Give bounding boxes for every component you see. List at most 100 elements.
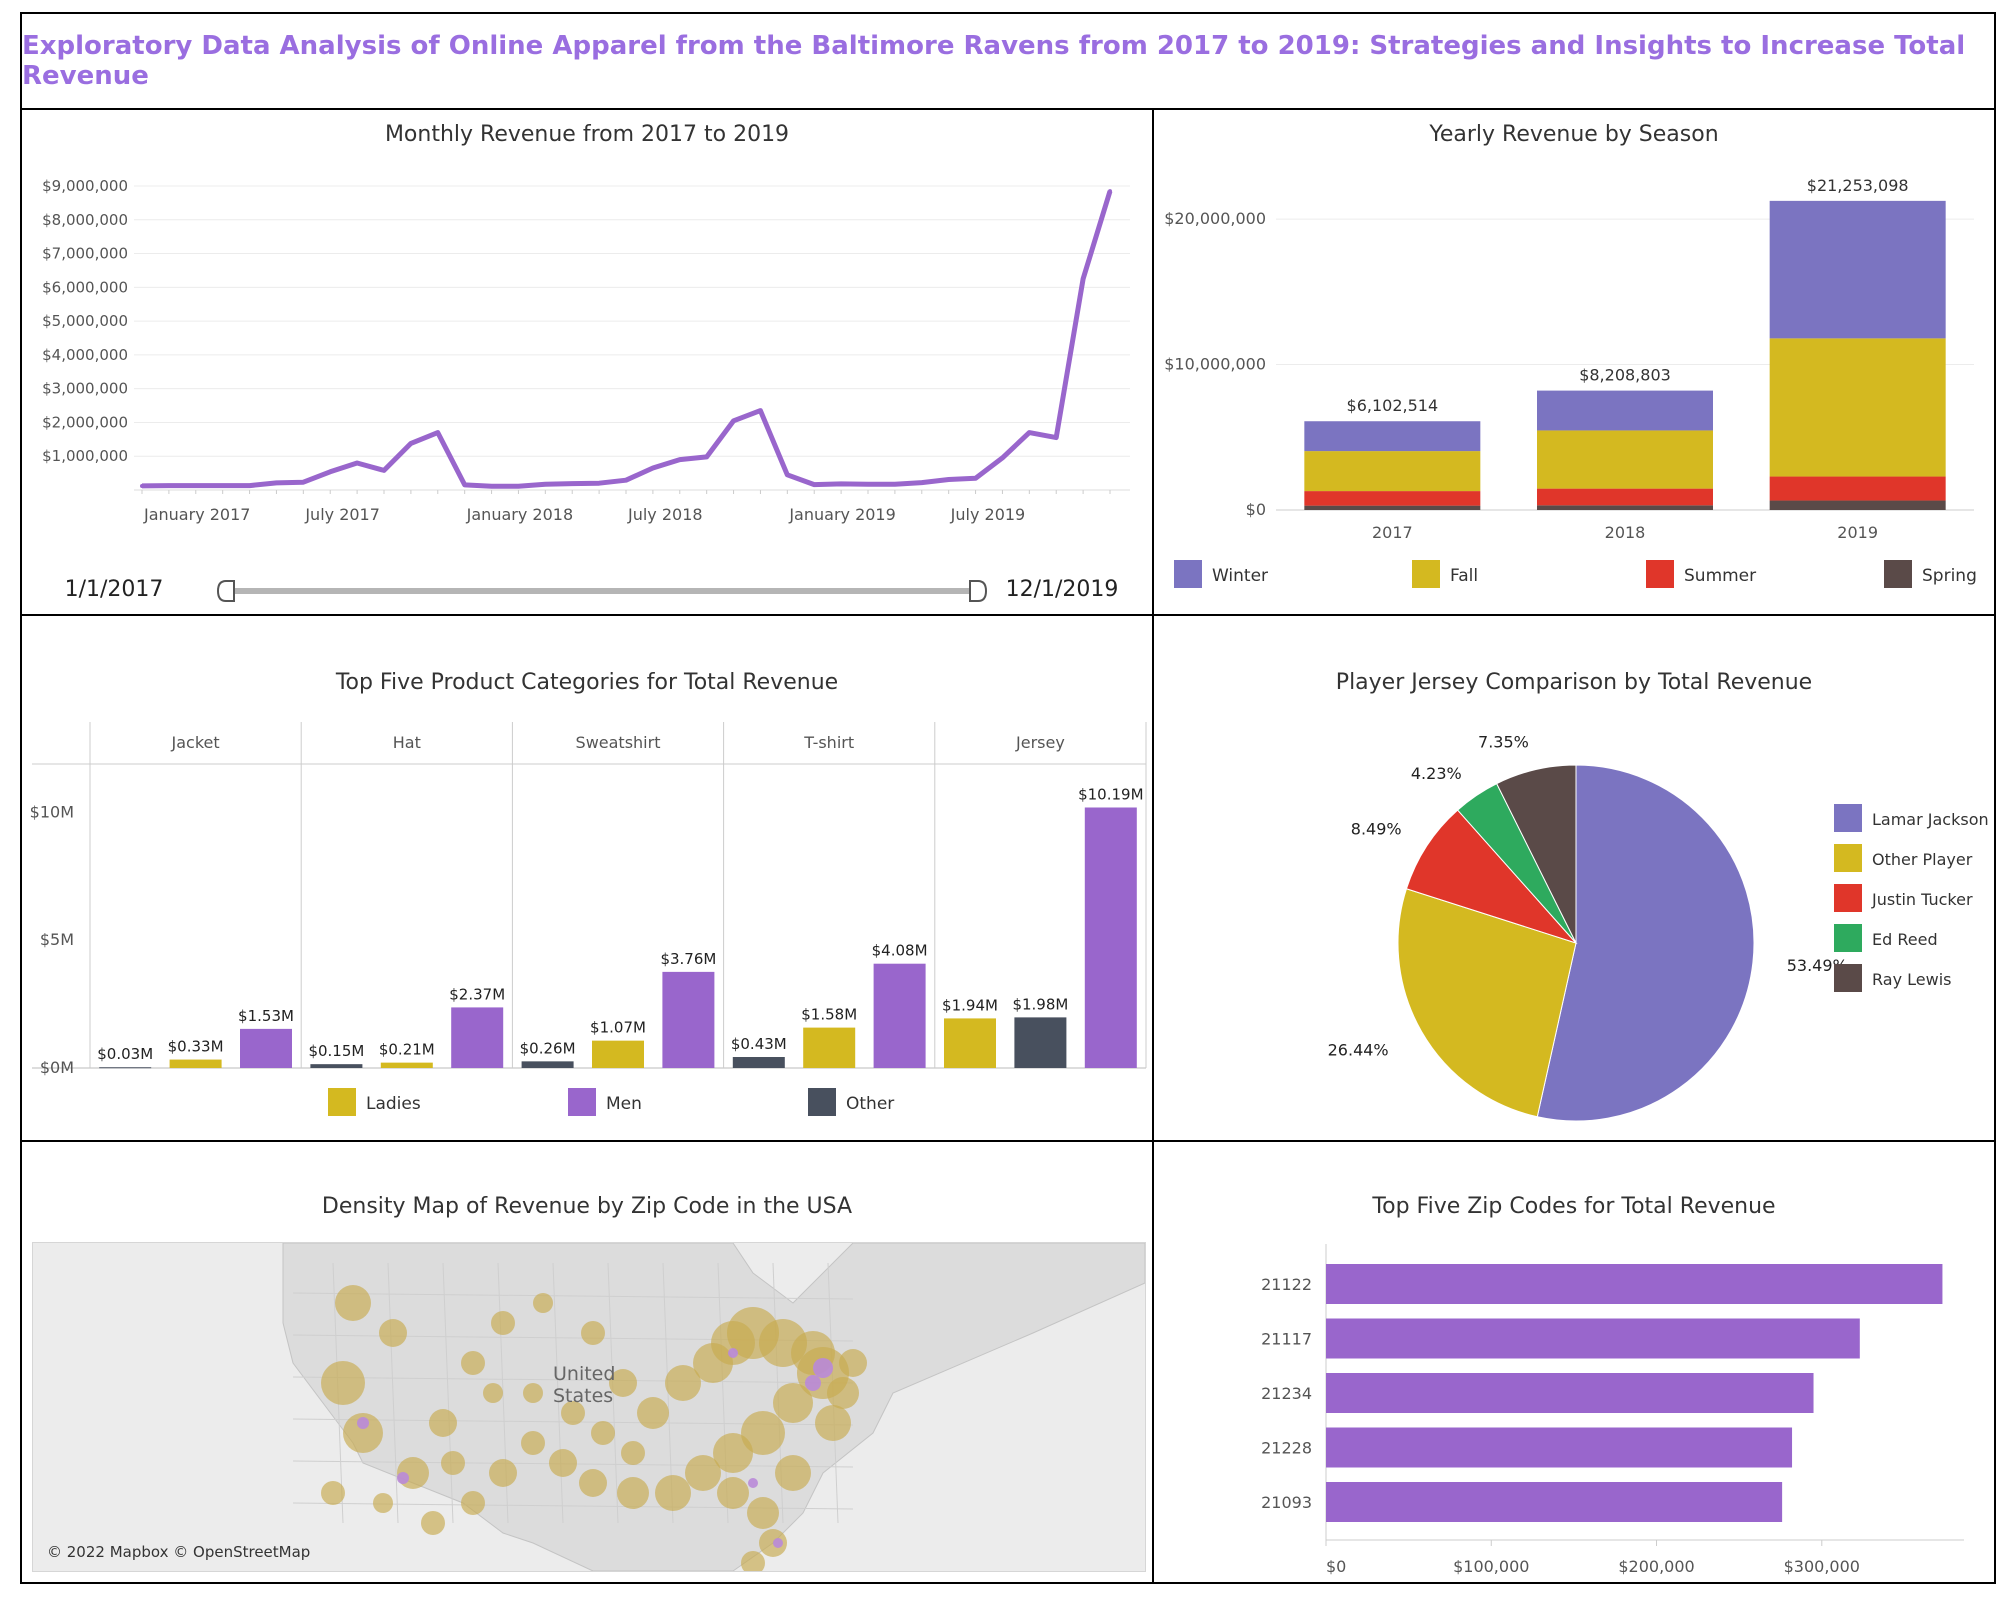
data-point[interactable] — [301, 480, 306, 485]
legend-swatch[interactable] — [1834, 844, 1862, 872]
date-range-track[interactable] — [218, 588, 976, 594]
data-point[interactable] — [919, 480, 924, 485]
data-point[interactable] — [650, 466, 655, 471]
density-hotspot[interactable] — [655, 1475, 691, 1511]
bar-men[interactable] — [240, 1028, 292, 1068]
bar-men[interactable] — [1084, 807, 1137, 1068]
density-peak[interactable] — [748, 1478, 758, 1488]
data-point[interactable] — [274, 480, 279, 485]
density-hotspot[interactable] — [561, 1401, 585, 1425]
density-hotspot[interactable] — [461, 1491, 485, 1515]
density-hotspot[interactable] — [617, 1477, 649, 1509]
data-point[interactable] — [328, 469, 333, 474]
bar-men[interactable] — [451, 1007, 504, 1068]
bar-segment-fall[interactable] — [1304, 451, 1481, 492]
data-point[interactable] — [892, 482, 897, 487]
density-hotspot[interactable] — [591, 1421, 615, 1445]
bar-segment-winter[interactable] — [1769, 200, 1946, 339]
data-point[interactable] — [866, 482, 870, 487]
data-point[interactable] — [382, 468, 386, 473]
data-point[interactable] — [408, 441, 413, 446]
density-hotspot[interactable] — [379, 1319, 407, 1347]
data-point[interactable] — [1027, 430, 1032, 435]
density-peak[interactable] — [813, 1358, 833, 1378]
density-hotspot[interactable] — [637, 1397, 669, 1429]
bar-segment-spring[interactable] — [1769, 500, 1946, 510]
data-point[interactable] — [516, 484, 521, 489]
density-hotspot[interactable] — [523, 1383, 543, 1403]
density-hotspot[interactable] — [815, 1405, 851, 1441]
date-range-start-handle[interactable] — [216, 580, 235, 602]
data-point[interactable] — [140, 483, 144, 488]
pie-slice-justin-tucker[interactable] — [1405, 809, 1578, 945]
bar-segment-summer[interactable] — [1537, 488, 1713, 506]
data-point[interactable] — [1054, 435, 1059, 440]
density-hotspot[interactable] — [335, 1285, 371, 1321]
pie-slice-ray-lewis[interactable] — [1496, 764, 1577, 944]
density-hotspot[interactable] — [343, 1413, 383, 1453]
data-point[interactable] — [247, 483, 252, 488]
density-hotspot[interactable] — [713, 1433, 753, 1473]
zip-bar[interactable] — [1326, 1318, 1860, 1359]
bar-other[interactable] — [310, 1064, 363, 1068]
data-point[interactable] — [543, 482, 548, 487]
data-point[interactable] — [1081, 276, 1086, 281]
data-point[interactable] — [758, 408, 763, 413]
data-point[interactable] — [973, 476, 978, 481]
data-point[interactable] — [489, 484, 494, 489]
legend-swatch-winter[interactable] — [1174, 560, 1202, 588]
data-point[interactable] — [677, 457, 682, 462]
density-peak[interactable] — [773, 1538, 783, 1548]
density-hotspot[interactable] — [717, 1477, 749, 1509]
zip-bar[interactable] — [1326, 1373, 1814, 1413]
data-point[interactable] — [1108, 189, 1112, 194]
zip-bar[interactable] — [1326, 1264, 1943, 1304]
bar-segment-fall[interactable] — [1769, 338, 1946, 477]
legend-swatch[interactable] — [1834, 804, 1862, 832]
legend-swatch-summer[interactable] — [1646, 560, 1674, 588]
density-hotspot[interactable] — [491, 1311, 515, 1335]
density-hotspot[interactable] — [579, 1469, 607, 1497]
data-point[interactable] — [624, 478, 628, 483]
density-hotspot[interactable] — [839, 1349, 867, 1377]
density-hotspot[interactable] — [533, 1293, 553, 1313]
density-hotspot[interactable] — [461, 1351, 485, 1375]
density-hotspot[interactable] — [429, 1409, 457, 1437]
legend-swatch-fall[interactable] — [1412, 560, 1440, 588]
density-hotspot[interactable] — [483, 1383, 503, 1403]
bar-segment-fall[interactable] — [1537, 430, 1713, 489]
zip-bar[interactable] — [1326, 1482, 1783, 1522]
date-range-end-handle[interactable] — [969, 580, 988, 602]
data-point[interactable] — [166, 483, 171, 488]
bar-men[interactable] — [873, 963, 926, 1068]
density-hotspot[interactable] — [827, 1377, 859, 1409]
data-point[interactable] — [785, 472, 790, 477]
bar-other[interactable] — [99, 1067, 152, 1069]
bar-ladies[interactable] — [803, 1027, 856, 1068]
density-peak[interactable] — [805, 1375, 821, 1391]
data-point[interactable] — [570, 481, 575, 486]
data-point[interactable] — [355, 460, 360, 465]
density-hotspot[interactable] — [685, 1455, 721, 1491]
data-point[interactable] — [812, 482, 817, 487]
bar-segment-spring[interactable] — [1304, 505, 1481, 510]
density-hotspot[interactable] — [441, 1451, 465, 1475]
bar-ladies[interactable] — [380, 1062, 433, 1068]
bar-ladies[interactable] — [944, 1018, 996, 1068]
density-hotspot[interactable] — [549, 1449, 577, 1477]
zip-bar[interactable] — [1326, 1427, 1793, 1468]
data-point[interactable] — [839, 481, 844, 486]
bar-segment-summer[interactable] — [1769, 476, 1946, 501]
density-hotspot[interactable] — [321, 1361, 365, 1405]
density-hotspot[interactable] — [373, 1493, 393, 1513]
pie-slice-other-player[interactable] — [1397, 888, 1577, 1118]
pie-slice-lamar-jackson[interactable] — [1536, 764, 1755, 1122]
density-map[interactable]: United States © 2022 Mapbox © OpenStreet… — [32, 1242, 1146, 1572]
density-hotspot[interactable] — [773, 1383, 813, 1423]
bar-segment-summer[interactable] — [1304, 491, 1481, 506]
density-peak[interactable] — [397, 1472, 409, 1484]
bar-segment-spring[interactable] — [1537, 505, 1713, 510]
density-peak[interactable] — [357, 1417, 369, 1429]
revenue-line[interactable] — [141, 190, 1113, 489]
legend-swatch-spring[interactable] — [1884, 560, 1912, 588]
